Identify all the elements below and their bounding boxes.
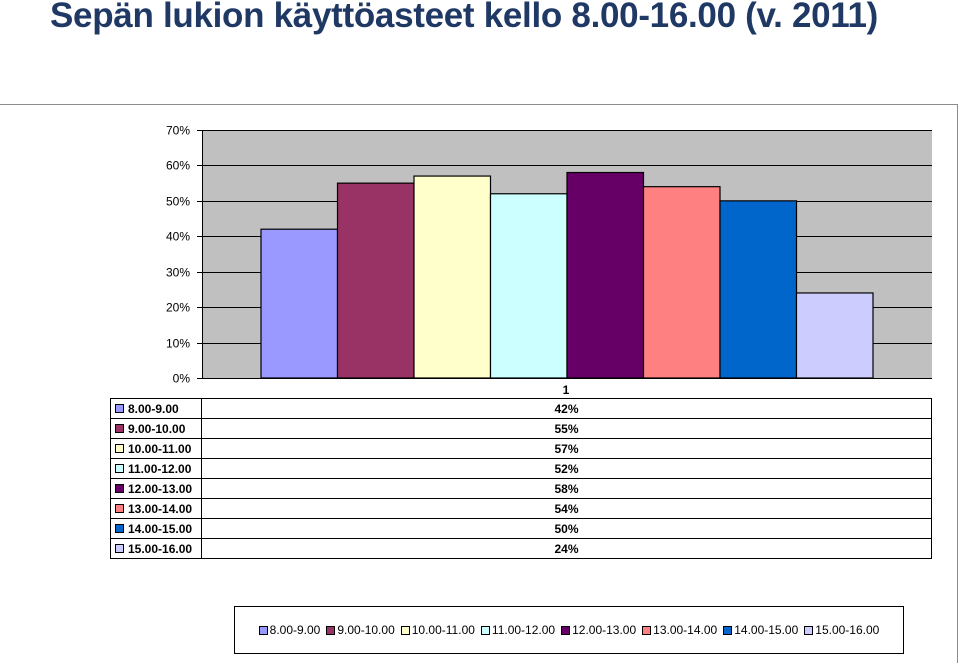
legend-item: 8.00-9.00 <box>258 623 321 637</box>
legend-label: 15.00-16.00 <box>815 623 880 637</box>
legend-swatch <box>723 625 733 635</box>
legend-label: 9.00-10.00 <box>337 623 395 637</box>
legend-label: 11.00-12.00 <box>491 623 556 637</box>
table-row: 9.00-10.00 55% <box>110 418 932 439</box>
legend-swatch <box>804 625 814 635</box>
table-value-cell: 50% <box>201 518 932 539</box>
table-value-cell: 58% <box>201 478 932 499</box>
y-tick-label: 50% <box>166 195 190 209</box>
legend-swatch <box>115 523 124 533</box>
legend-item: 9.00-10.00 <box>326 623 395 637</box>
legend-swatch <box>115 443 124 453</box>
legend-swatch <box>115 543 124 553</box>
table-row: 13.00-14.00 54% <box>110 498 932 519</box>
table-value-cell: 42% <box>201 398 932 419</box>
series-name: 12.00-13.00 <box>128 481 193 496</box>
y-tick-label: 40% <box>166 230 190 244</box>
table-row: 11.00-12.00 52% <box>110 458 932 479</box>
bar-14.00-15.00 <box>719 200 798 379</box>
table-row-label: 10.00-11.00 <box>110 438 202 459</box>
table-value-cell: 57% <box>201 438 932 459</box>
series-name: 15.00-16.00 <box>128 541 193 556</box>
legend-swatch <box>400 625 410 635</box>
y-tick-label: 70% <box>166 124 190 138</box>
y-tick-label: 20% <box>166 301 190 315</box>
data-table: 8.00-9.00 42% 9.00-10.00 55% 10.00-11.00 57% 1… <box>110 398 932 559</box>
legend-swatch <box>115 463 124 473</box>
legend-item: 13.00-14.00 <box>642 623 717 637</box>
series-name: 9.00-10.00 <box>128 421 186 436</box>
legend-swatch <box>115 483 124 493</box>
chart-legend: 8.00-9.00 9.00-10.00 10.00-11.00 11.00-12.0… <box>234 606 904 654</box>
table-row-label: 15.00-16.00 <box>110 538 202 559</box>
bar-15.00-16.00 <box>795 292 874 379</box>
table-row: 15.00-16.00 24% <box>110 538 932 559</box>
legend-label: 8.00-9.00 <box>269 623 321 637</box>
bar-12.00-13.00 <box>566 171 645 379</box>
page-title: Sepän lukion käyttöasteet kello 8.00-16.… <box>50 0 879 35</box>
table-row: 8.00-9.00 42% <box>110 398 932 419</box>
table-row-label: 9.00-10.00 <box>110 418 202 439</box>
y-tick-label: 30% <box>166 266 190 280</box>
series-name: 10.00-11.00 <box>128 441 192 456</box>
legend-swatch <box>115 403 124 413</box>
legend-swatch <box>115 503 124 513</box>
legend-item: 15.00-16.00 <box>804 623 879 637</box>
y-tick-label: 0% <box>173 372 191 386</box>
table-row: 10.00-11.00 57% <box>110 438 932 459</box>
legend-label: 10.00-11.00 <box>411 623 475 637</box>
series-name: 8.00-9.00 <box>128 401 179 416</box>
bar-13.00-14.00 <box>642 186 721 379</box>
table-row: 14.00-15.00 50% <box>110 518 932 539</box>
table-row: 12.00-13.00 58% <box>110 478 932 499</box>
legend-label: 13.00-14.00 <box>653 623 718 637</box>
legend-item: 10.00-11.00 <box>400 623 475 637</box>
series-name: 14.00-15.00 <box>128 521 193 536</box>
table-row-label: 14.00-15.00 <box>110 518 202 539</box>
legend-swatch <box>326 625 336 635</box>
bar-10.00-11.00 <box>413 175 492 379</box>
table-value-cell: 55% <box>201 418 932 439</box>
table-value-cell: 24% <box>201 538 932 559</box>
legend-swatch <box>480 625 490 635</box>
table-value-cell: 54% <box>201 498 932 519</box>
legend-swatch <box>258 625 268 635</box>
series-name: 13.00-14.00 <box>128 501 193 516</box>
legend-swatch <box>642 625 652 635</box>
bar-8.00-9.00 <box>260 228 339 379</box>
x-category-label: 1 <box>563 383 570 397</box>
legend-label: 14.00-15.00 <box>734 623 799 637</box>
table-row-label: 8.00-9.00 <box>110 398 202 419</box>
y-tick-label: 10% <box>166 337 190 351</box>
table-row-label: 11.00-12.00 <box>110 458 202 479</box>
table-value-cell: 52% <box>201 458 932 479</box>
legend-item: 14.00-15.00 <box>723 623 798 637</box>
table-row-label: 13.00-14.00 <box>110 498 202 519</box>
y-tick-label: 60% <box>166 159 190 173</box>
table-row-label: 12.00-13.00 <box>110 478 202 499</box>
legend-swatch <box>561 625 571 635</box>
bar-11.00-12.00 <box>489 193 568 379</box>
series-name: 11.00-12.00 <box>128 461 192 476</box>
bar-9.00-10.00 <box>336 182 415 379</box>
legend-item: 11.00-12.00 <box>480 623 556 637</box>
legend-label: 12.00-13.00 <box>572 623 637 637</box>
legend-item: 12.00-13.00 <box>561 623 636 637</box>
legend-swatch <box>115 423 124 433</box>
